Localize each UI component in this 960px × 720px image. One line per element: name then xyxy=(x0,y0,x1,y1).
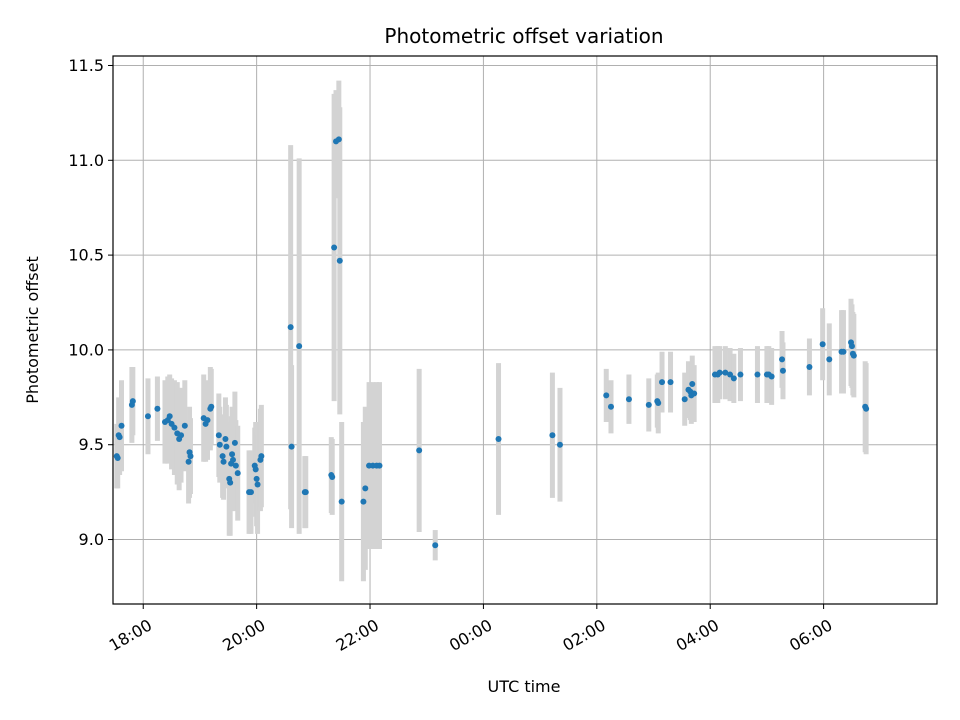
data-point xyxy=(220,458,227,465)
data-point xyxy=(329,473,336,480)
y-axis: 9.0 9.5 10.0 10.5 11.0 11.5 xyxy=(68,56,113,549)
data-point xyxy=(116,434,123,441)
data-point xyxy=(863,405,870,412)
data-point xyxy=(171,424,178,431)
data-point xyxy=(231,439,238,446)
data-point xyxy=(144,413,151,420)
y-tick-label: 10.5 xyxy=(68,246,104,265)
data-points xyxy=(113,136,870,549)
data-point xyxy=(495,436,502,443)
y-tick-label: 9.5 xyxy=(79,435,104,454)
data-point xyxy=(230,456,237,463)
data-point xyxy=(556,441,563,448)
data-point xyxy=(229,451,236,458)
data-point xyxy=(754,371,761,378)
data-point xyxy=(302,489,309,496)
data-point xyxy=(730,375,737,382)
data-point xyxy=(806,363,813,370)
data-point xyxy=(603,392,610,399)
data-point xyxy=(232,462,239,469)
data-point xyxy=(252,466,259,473)
data-point xyxy=(154,405,161,412)
y-axis-title: Photometric offset xyxy=(23,256,42,404)
data-point xyxy=(288,443,295,450)
data-point xyxy=(296,343,303,350)
y-tick-label: 10.0 xyxy=(68,340,104,359)
data-point xyxy=(219,453,226,460)
x-tick-label: 18:00 xyxy=(106,615,155,655)
data-point xyxy=(722,369,729,376)
data-point xyxy=(607,403,614,410)
plot-frame xyxy=(112,55,938,605)
grid xyxy=(113,56,937,604)
data-point xyxy=(331,244,338,251)
data-point xyxy=(254,481,261,488)
data-point xyxy=(416,447,423,454)
y-tick-label: 11.5 xyxy=(68,56,104,75)
x-axis-title: UTC time xyxy=(488,677,561,696)
data-point xyxy=(691,390,698,397)
x-tick-label: 06:00 xyxy=(786,615,835,655)
data-point xyxy=(247,489,254,496)
data-point xyxy=(204,417,211,424)
data-point xyxy=(432,542,439,549)
data-point xyxy=(727,371,734,378)
chart-title: Photometric offset variation xyxy=(384,24,663,48)
x-tick-label: 20:00 xyxy=(219,615,268,655)
data-point xyxy=(222,436,229,443)
y-tick-label: 11.0 xyxy=(68,151,104,170)
data-point xyxy=(215,432,222,439)
x-tick-label: 00:00 xyxy=(446,615,495,655)
data-point xyxy=(768,373,775,380)
error-bars xyxy=(114,80,869,582)
data-point xyxy=(840,348,847,355)
data-point xyxy=(655,400,662,407)
data-point xyxy=(360,498,367,505)
data-point xyxy=(253,475,260,482)
data-point xyxy=(737,371,744,378)
data-point xyxy=(223,443,230,450)
data-point xyxy=(336,257,343,264)
data-point xyxy=(258,453,265,460)
data-point xyxy=(338,498,345,505)
data-point xyxy=(216,441,223,448)
data-point xyxy=(659,379,666,386)
data-point xyxy=(287,324,294,331)
data-point xyxy=(826,356,833,363)
data-point xyxy=(779,356,786,363)
data-point xyxy=(362,485,369,492)
data-point xyxy=(114,454,121,461)
data-point xyxy=(376,462,383,469)
data-point xyxy=(681,396,688,403)
x-tick-label: 04:00 xyxy=(673,615,722,655)
data-point xyxy=(335,136,342,143)
data-point xyxy=(178,432,185,439)
data-point xyxy=(850,352,857,359)
x-tick-label: 02:00 xyxy=(559,615,608,655)
y-tick-label: 9.0 xyxy=(79,530,104,549)
data-point xyxy=(187,453,194,460)
data-point xyxy=(234,470,241,477)
data-point xyxy=(129,398,136,405)
data-point xyxy=(716,369,723,376)
data-point xyxy=(625,396,632,403)
data-point xyxy=(667,379,674,386)
data-point xyxy=(779,367,786,374)
data-point xyxy=(227,479,234,486)
data-point xyxy=(645,401,652,408)
data-point xyxy=(181,422,188,429)
data-point xyxy=(848,343,855,350)
data-point xyxy=(185,458,192,465)
data-point xyxy=(549,432,556,439)
x-axis: 18:00 20:00 22:00 00:00 02:00 04:00 06:00 xyxy=(106,604,836,655)
data-point xyxy=(208,403,215,410)
x-tick-label: 22:00 xyxy=(333,615,382,655)
data-point xyxy=(689,381,696,388)
data-point xyxy=(166,413,173,420)
data-point xyxy=(118,422,125,429)
data-point xyxy=(819,341,826,348)
